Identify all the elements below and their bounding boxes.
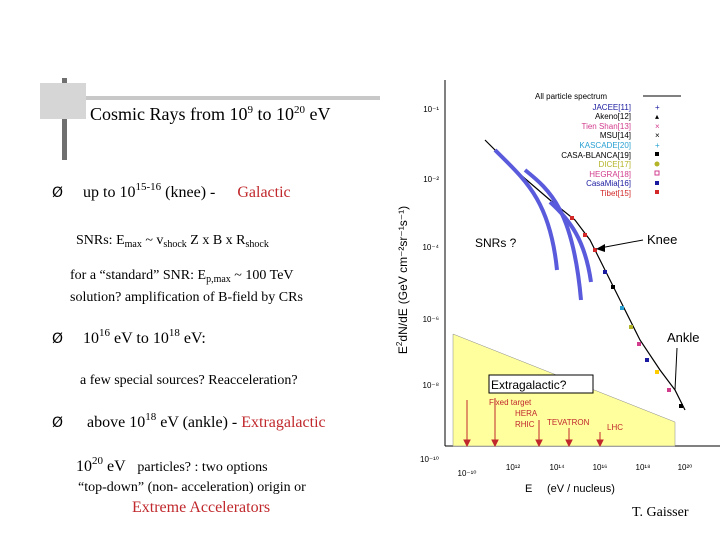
data-point [637,342,641,346]
legend-header: All particle spectrum [535,92,607,101]
accelerator-arrowhead [565,439,573,448]
y-tick-label: 10⁻¹ [423,105,439,114]
bullet-arrow-icon: Ø [52,331,64,347]
data-point [570,216,574,220]
fixed-target-label: Fixed target [489,398,532,407]
knee-annotation: Knee [647,232,677,247]
legend-entry: CASA-BLANCA[19] [561,151,631,160]
legend-entry: DICE[17] [599,160,631,169]
data-point [603,270,607,274]
y-tick-label: 10⁻¹⁰ [420,455,439,464]
accelerator-arrowhead [491,439,499,448]
y-axis-label-prefix: E [396,346,410,354]
tevatron-label: TEVATRON [547,418,590,427]
x-axis-units-label: (eV / nucleus) [547,483,615,495]
legend-entry: Akeno[12] [595,112,631,121]
accelerator-arrows [463,398,604,448]
legend-marker: × [655,131,660,140]
legend-marker: + [655,103,660,112]
legend-entry: HEGRA[18] [589,170,631,179]
extreme-accelerators-label: Extreme Accelerators [132,499,271,516]
legend-marker: × [655,122,660,131]
y-tick-label: 10⁻⁸ [423,381,440,390]
data-point [629,325,633,329]
data-point [593,248,597,252]
x-tick-label: 10¹⁶ [593,463,608,472]
bullet-ankle: Ø above 1018 eV (ankle) - Extragalactic [52,411,326,432]
all-particle-spectrum-line [484,139,686,411]
y-tick-label: 10⁻² [423,175,439,184]
decor-horizontal-bar [40,96,380,100]
hera-label: HERA [515,409,538,418]
x-tick-label: 10¹⁴ [550,463,566,472]
legend-entry: CasaMia[16] [586,179,631,188]
bullet-arrow-icon: Ø [52,415,64,431]
legend-marker [655,152,659,156]
ankle-arrow [674,347,678,391]
legend-entry: Tibet[15] [600,189,631,198]
ankle-annotation: Ankle [667,330,700,345]
data-point [645,358,649,362]
svg-text:E2dN/dE(GeV cm⁻²sr⁻¹s⁻¹): E2dN/dE (GeV cm⁻²sr⁻¹s⁻¹) [395,206,410,354]
snr-curve-3 [548,200,593,283]
legend-marker [654,170,660,176]
legend-marker [654,161,660,167]
y-axis-label: E2dN/dE (GeV cm⁻²sr⁻¹s⁻¹) [395,206,410,354]
y-tick-label: 10⁻⁴ [422,243,439,252]
bullet-1016-1018: Ø 1016 eV to 1018 eV: [52,327,206,348]
galactic-label: Galactic [237,184,291,201]
data-point [620,306,624,310]
x-axis-label: E [525,483,532,495]
legend-entry: Tien Shan[13] [581,122,631,131]
snr-curve-1 [493,148,559,271]
legend-marker [655,181,659,185]
x-tick-label: 10¹⁸ [636,463,651,472]
x-tick-label: 10²⁰ [678,463,693,472]
legend-markers: + ▴ × × + [654,103,660,194]
solution-line: solution? amplification of B-field by CR… [70,290,303,305]
data-point [583,233,587,237]
accelerator-arrowhead [596,439,604,448]
bullet-knee: Ø up to 1015-16 (knee) - Galactic [52,181,291,202]
legend-marker: + [655,141,660,150]
snrs-annotation: SNRs ? [475,236,517,250]
extragalactic-label: Extragalactic [241,414,326,431]
rhic-label: RHIC [515,420,535,429]
lhc-label: LHC [607,423,623,432]
decor-vertical-bar [62,78,67,160]
snrs-emax-line: SNRs: Emax ~ vshock Z x B x Rshock [76,233,269,250]
knee-arrowhead [596,244,605,252]
x-tick-label: 10¹² [506,463,521,472]
decor-square-light [40,83,86,119]
y-axis-label-units: (GeV cm⁻²sr⁻¹s⁻¹) [396,206,410,304]
special-sources-line: a few special sources? Reacceleration? [80,373,298,388]
data-point [679,404,683,408]
y-axis-label-sup: 2 [395,341,404,346]
legend-entry: MSU[14] [600,131,631,140]
legend: All particle spectrum JACEE[11] Akeno[12… [535,92,681,198]
particles-line: 1020 eV particles? : two options [76,455,268,476]
cosmic-ray-spectrum-chart: E2dN/dE(GeV cm⁻²sr⁻¹s⁻¹) 10⁻¹ 10⁻² 10⁻⁴ … [395,80,720,495]
accelerator-arrowhead [535,439,543,448]
accelerator-arrowhead [463,439,471,448]
data-point [667,388,671,392]
slide-title: Cosmic Rays from 109 to 1020 eV [90,104,331,124]
extragalactic-annotation: Extragalactic? [491,378,567,392]
legend-entry: KASCADE[20] [579,141,631,150]
y-axis-label-main: dN/dE [396,308,410,341]
data-point [655,370,659,374]
knee-arrow [599,239,644,249]
spectrum-data-points [570,216,683,408]
extragalactic-box [488,374,594,394]
standard-snr-line: for a “standard” SNR: Ep,max ~ 100 TeV [70,268,294,285]
y-tick-label: 10⁻⁶ [423,315,439,324]
bullet-arrow-icon: Ø [52,185,64,201]
data-point [611,285,615,289]
x-tick-label: 10⁻¹⁰ [458,469,477,478]
legend-marker: ▴ [655,112,659,121]
topdown-line: “top-down” (non- acceleration) origin or [78,480,306,495]
legend-entry: JACEE[11] [592,103,631,112]
legend-marker [655,190,659,194]
credit-label: T. Gaisser [632,505,689,520]
